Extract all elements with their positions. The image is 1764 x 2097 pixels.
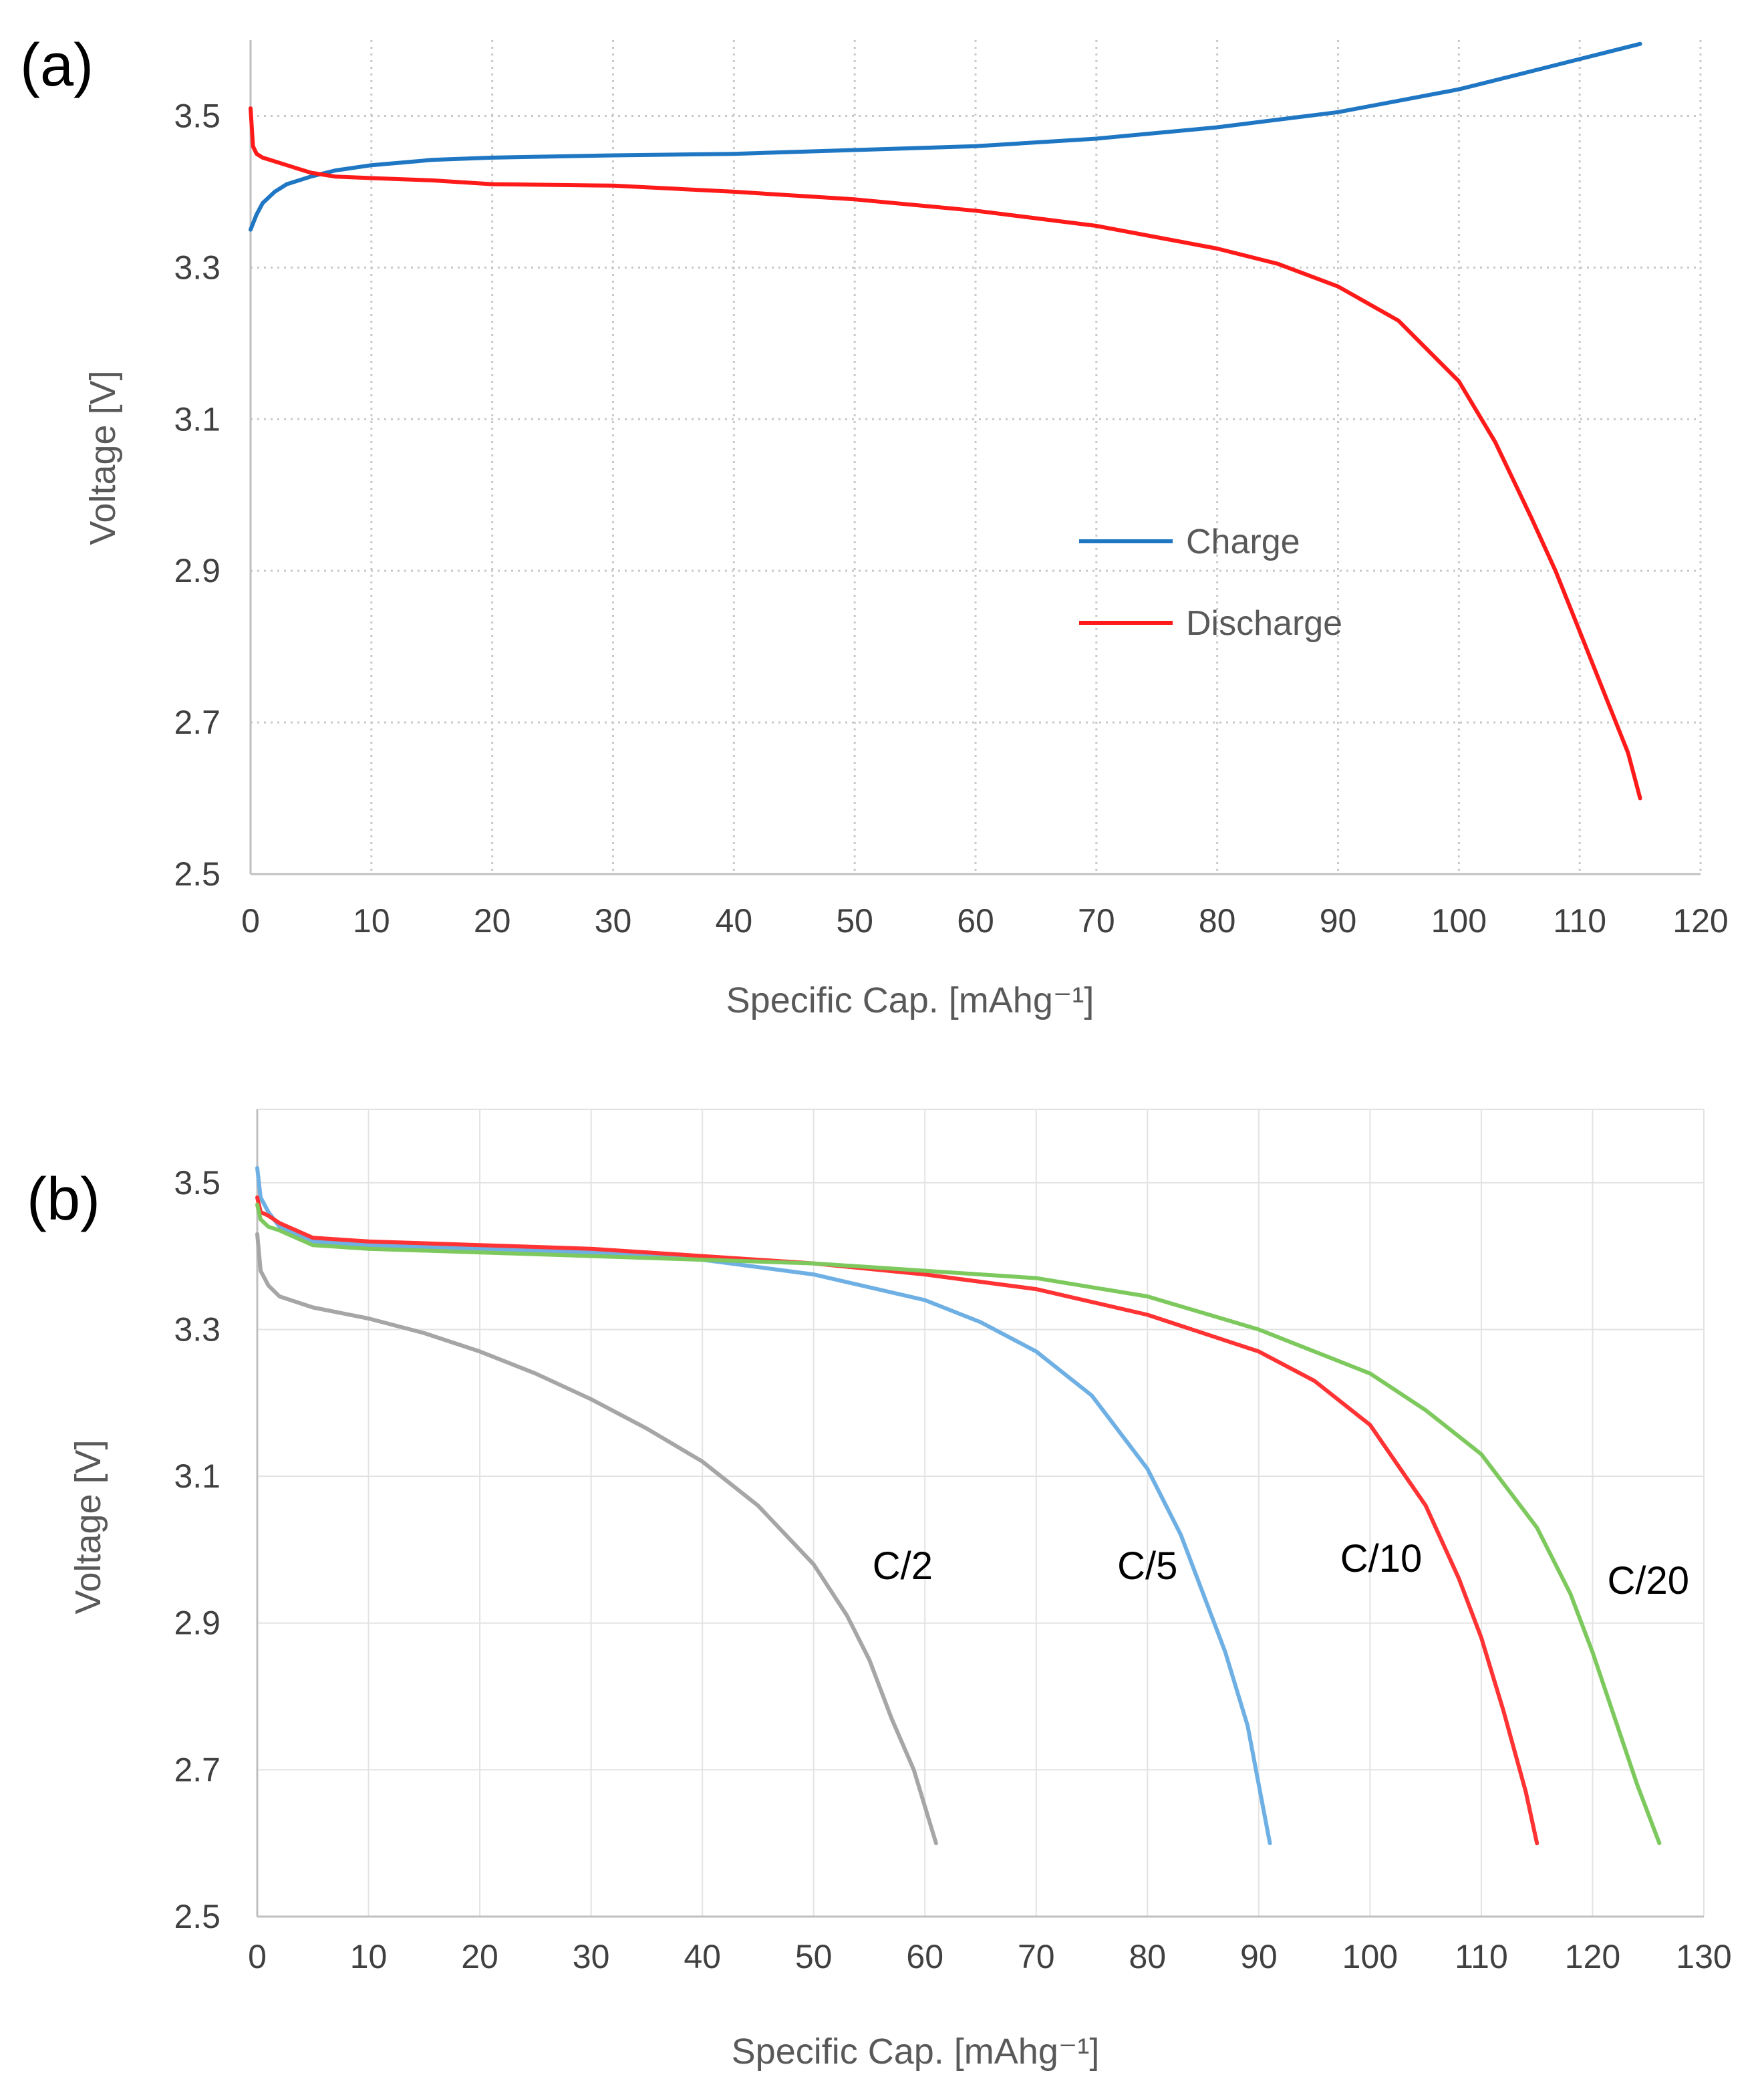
x-tick-label: 90 <box>1320 902 1357 940</box>
x-tick-label: 20 <box>474 902 511 940</box>
panel-a-letter: (a) <box>20 32 94 99</box>
x-tick-label: 70 <box>1078 902 1115 940</box>
y-tick-label: 3.5 <box>174 1164 220 1202</box>
y-tick-label: 2.9 <box>174 552 220 589</box>
panel-b-series-labels: C/2 C/5 C/10 C/20 <box>873 1537 1689 1602</box>
x-tick-label: 80 <box>1199 902 1236 940</box>
x-tick-label: 0 <box>248 1938 267 1975</box>
x-tick-label: 50 <box>836 902 873 940</box>
series-line-c-10 <box>255 1195 1539 1846</box>
x-tick-label: 50 <box>795 1938 833 1975</box>
x-tick-label: 100 <box>1342 1938 1398 1975</box>
x-tick-label: 0 <box>241 902 260 940</box>
panel-b-x-axis-title: Specific Cap. [mAhg⁻¹] <box>732 2032 1100 2072</box>
y-tick-label: 2.5 <box>174 855 220 893</box>
y-tick-label: 3.1 <box>174 400 220 438</box>
x-tick-label: 130 <box>1676 1938 1731 1975</box>
panel-a-ticks: 0 10 20 30 40 50 60 70 80 90 100 110 120 2.5 2.7 2.9 3.1… <box>174 97 1728 940</box>
legend-label-charge: Charge <box>1186 523 1300 561</box>
x-tick-label: 80 <box>1129 1938 1166 1975</box>
panel-b-letter: (b) <box>27 1166 100 1233</box>
x-tick-label: 60 <box>957 902 994 940</box>
x-tick-label: 90 <box>1240 1938 1278 1975</box>
panel-b-grid <box>257 1109 1705 1917</box>
panel-a-chart: (a) 0 10 20 30 40 50 60 70 80 90 100 110 120 2.5 2.7 2.… <box>20 32 1729 1020</box>
series-line-c-5 <box>255 1165 1272 1846</box>
x-tick-label: 70 <box>1018 1938 1055 1975</box>
y-tick-label: 3.3 <box>174 1310 220 1348</box>
panel-a-axes <box>249 40 1701 875</box>
legend-label-discharge: Discharge <box>1186 604 1342 643</box>
y-tick-label: 2.5 <box>174 1898 220 1935</box>
x-tick-label: 120 <box>1565 1938 1620 1975</box>
panel-a-legend: Charge Discharge <box>1079 523 1342 643</box>
x-tick-label: 110 <box>1553 902 1606 940</box>
panel-b-chart: (b) 0 10 20 30 40 50 60 70 80 90 100 110 120 130 2.5 2.… <box>27 1109 1732 2072</box>
x-tick-label: 20 <box>461 1938 498 1975</box>
x-tick-label: 40 <box>684 1938 721 1975</box>
x-tick-label: 60 <box>906 1938 943 1975</box>
y-tick-label: 3.1 <box>174 1457 220 1495</box>
panel-b-axes <box>256 1109 1704 1918</box>
x-tick-label: 120 <box>1672 902 1728 940</box>
x-tick-label: 30 <box>595 902 632 940</box>
series-line-discharge <box>249 106 1642 801</box>
y-tick-label: 2.9 <box>174 1604 220 1642</box>
x-tick-label: 10 <box>353 902 390 940</box>
series-line-charge <box>249 41 1642 232</box>
panel-b-lines <box>255 1165 1662 1846</box>
series-label-c-2: C/2 <box>873 1544 933 1588</box>
x-tick-label: 40 <box>716 902 753 940</box>
series-label-c-20: C/20 <box>1607 1559 1689 1602</box>
series-line-c-2 <box>255 1232 938 1846</box>
y-tick-label: 2.7 <box>174 1751 220 1788</box>
x-tick-label: 10 <box>350 1938 388 1975</box>
y-tick-label: 3.5 <box>174 97 220 134</box>
panel-b-ticks: 0 10 20 30 40 50 60 70 80 90 100 110 120 130 2.5 2.7 2.9… <box>174 1164 1731 1975</box>
panel-b-y-axis-title: Voltage [V] <box>68 1439 108 1614</box>
y-tick-label: 3.3 <box>174 249 220 286</box>
series-label-c-5: C/5 <box>1117 1544 1177 1588</box>
x-tick-label: 100 <box>1431 902 1487 940</box>
y-tick-label: 2.7 <box>174 704 220 741</box>
x-tick-label: 30 <box>573 1938 610 1975</box>
panel-a-x-axis-title: Specific Cap. [mAhg⁻¹] <box>726 980 1094 1020</box>
series-line-c-20 <box>255 1202 1662 1846</box>
series-label-c-10: C/10 <box>1340 1537 1423 1580</box>
panel-a-y-axis-title: Voltage [V] <box>83 370 123 545</box>
panel-a-grid <box>251 40 1702 874</box>
x-tick-label: 110 <box>1455 1938 1508 1975</box>
panel-a-lines <box>249 41 1642 801</box>
